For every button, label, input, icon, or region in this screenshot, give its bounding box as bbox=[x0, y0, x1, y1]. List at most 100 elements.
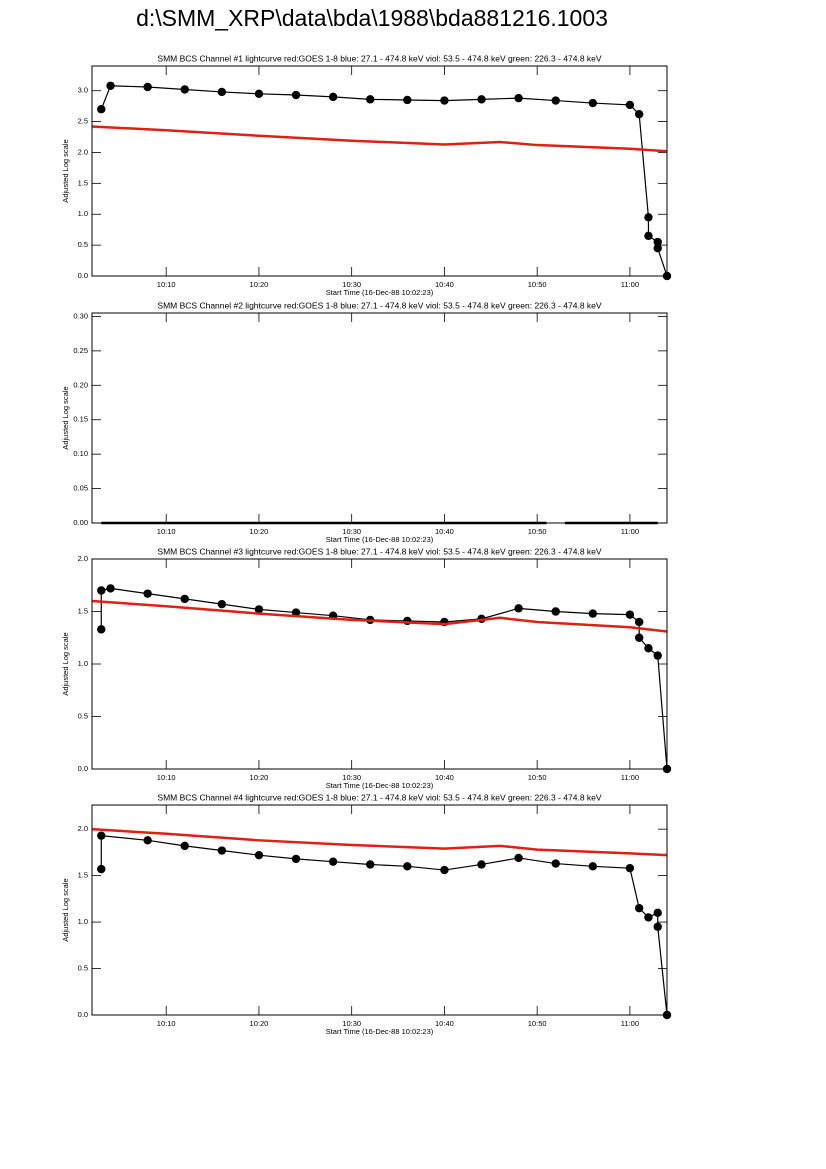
data-point bbox=[180, 841, 189, 851]
y-axis-label: Adjusted Log scale bbox=[61, 386, 70, 449]
x-tick-label: 10:10 bbox=[157, 280, 176, 289]
x-tick-label: 10:40 bbox=[435, 773, 454, 782]
plot-frame bbox=[91, 804, 668, 1016]
y-tick-label: 3.0 bbox=[78, 86, 88, 95]
data-point bbox=[254, 850, 264, 860]
data-point bbox=[514, 93, 523, 103]
y-tick-label: 0.5 bbox=[78, 240, 88, 249]
data-point bbox=[403, 616, 412, 626]
data-point bbox=[403, 862, 412, 871]
data-point bbox=[440, 96, 449, 105]
y-tick-label: 0.30 bbox=[73, 311, 88, 320]
data-point bbox=[477, 860, 486, 869]
x-tick-label: 11:00 bbox=[621, 773, 639, 782]
y-tick-label: 0.0 bbox=[78, 764, 88, 773]
y-tick-label: 2.0 bbox=[78, 824, 88, 833]
data-point bbox=[106, 81, 115, 90]
x-tick-label: 10:40 bbox=[435, 527, 454, 536]
y-tick-label: 0.10 bbox=[73, 449, 88, 458]
y-tick-label: 0.5 bbox=[78, 964, 88, 973]
y-axis-label: Adjusted Log scale bbox=[61, 139, 70, 202]
x-tick-label: 10:30 bbox=[342, 280, 361, 289]
data-point bbox=[217, 599, 227, 609]
plot-frame bbox=[91, 65, 668, 277]
chart-title: SMM BCS Channel #4 lightcurve red:GOES 1… bbox=[157, 792, 601, 802]
series-line bbox=[91, 125, 668, 153]
data-point bbox=[217, 87, 227, 97]
series-line bbox=[100, 587, 668, 770]
y-tick-label: 1.5 bbox=[78, 178, 88, 187]
data-point bbox=[217, 846, 227, 855]
data-point bbox=[625, 100, 635, 110]
x-tick-label: 10:10 bbox=[157, 1019, 176, 1028]
data-point bbox=[653, 651, 662, 660]
data-point bbox=[97, 625, 106, 634]
x-axis-label: Start Time (16-Dec-88 10:02:23) bbox=[326, 781, 434, 790]
chart-title: SMM BCS Channel #2 lightcurve red:GOES 1… bbox=[157, 300, 601, 310]
x-tick-label: 10:50 bbox=[528, 527, 547, 536]
chart-title: SMM BCS Channel #1 lightcurve red:GOES 1… bbox=[157, 53, 601, 63]
x-tick-label: 10:50 bbox=[528, 1019, 547, 1028]
x-tick-label: 10:20 bbox=[250, 280, 269, 289]
data-point bbox=[653, 237, 662, 247]
data-point bbox=[97, 831, 106, 840]
data-point bbox=[366, 95, 375, 104]
y-axis-label: Adjusted Log scale bbox=[61, 632, 70, 695]
y-tick-label: 0.20 bbox=[73, 380, 88, 389]
data-point bbox=[403, 95, 412, 105]
data-point bbox=[625, 610, 635, 619]
x-tick-label: 10:50 bbox=[528, 773, 547, 782]
x-tick-label: 10:10 bbox=[157, 773, 176, 782]
data-point bbox=[254, 89, 264, 98]
y-tick-label: 0.5 bbox=[78, 711, 88, 720]
x-axis-label: Start Time (16-Dec-88 10:02:23) bbox=[326, 288, 434, 297]
x-tick-label: 10:20 bbox=[250, 1019, 269, 1028]
y-tick-label: 2.0 bbox=[78, 554, 88, 563]
data-point bbox=[291, 90, 301, 100]
x-tick-label: 10:20 bbox=[250, 527, 269, 536]
data-point bbox=[625, 863, 635, 873]
y-tick-label: 0.15 bbox=[73, 415, 88, 424]
data-point bbox=[653, 908, 662, 917]
x-axis-label: Start Time (16-Dec-88 10:02:23) bbox=[326, 535, 434, 544]
x-tick-label: 10:40 bbox=[435, 280, 454, 289]
y-tick-label: 2.0 bbox=[78, 147, 88, 156]
x-tick-label: 10:50 bbox=[528, 280, 547, 289]
data-point bbox=[143, 836, 152, 845]
data-point bbox=[634, 617, 644, 627]
data-point bbox=[653, 244, 662, 253]
x-tick-label: 10:30 bbox=[342, 1019, 361, 1028]
data-point bbox=[143, 82, 152, 92]
y-tick-label: 0.25 bbox=[73, 346, 88, 355]
y-tick-label: 1.0 bbox=[78, 659, 88, 668]
x-tick-label: 11:00 bbox=[621, 1019, 639, 1028]
data-point bbox=[477, 95, 486, 104]
data-point bbox=[551, 859, 560, 868]
series-line bbox=[100, 835, 668, 1016]
x-tick-label: 11:00 bbox=[621, 527, 639, 536]
data-point bbox=[143, 589, 152, 598]
data-point bbox=[328, 857, 338, 866]
data-point bbox=[653, 922, 662, 931]
data-point bbox=[514, 604, 523, 613]
data-point bbox=[644, 231, 653, 241]
data-point bbox=[366, 860, 375, 869]
data-point bbox=[180, 85, 189, 94]
y-tick-label: 0.05 bbox=[73, 484, 88, 493]
data-point bbox=[634, 903, 644, 913]
data-point bbox=[97, 864, 106, 874]
data-point bbox=[106, 584, 115, 593]
data-point bbox=[644, 644, 653, 653]
x-tick-label: 10:40 bbox=[435, 1019, 454, 1028]
plot-frame bbox=[91, 558, 668, 770]
data-point bbox=[440, 865, 449, 875]
x-tick-label: 10:30 bbox=[342, 527, 361, 536]
x-tick-label: 10:10 bbox=[157, 527, 176, 536]
y-tick-label: 0.0 bbox=[78, 271, 88, 280]
y-tick-label: 0.00 bbox=[73, 518, 88, 527]
y-tick-label: 1.0 bbox=[78, 209, 88, 218]
data-point bbox=[588, 98, 598, 108]
series-line bbox=[91, 599, 668, 633]
